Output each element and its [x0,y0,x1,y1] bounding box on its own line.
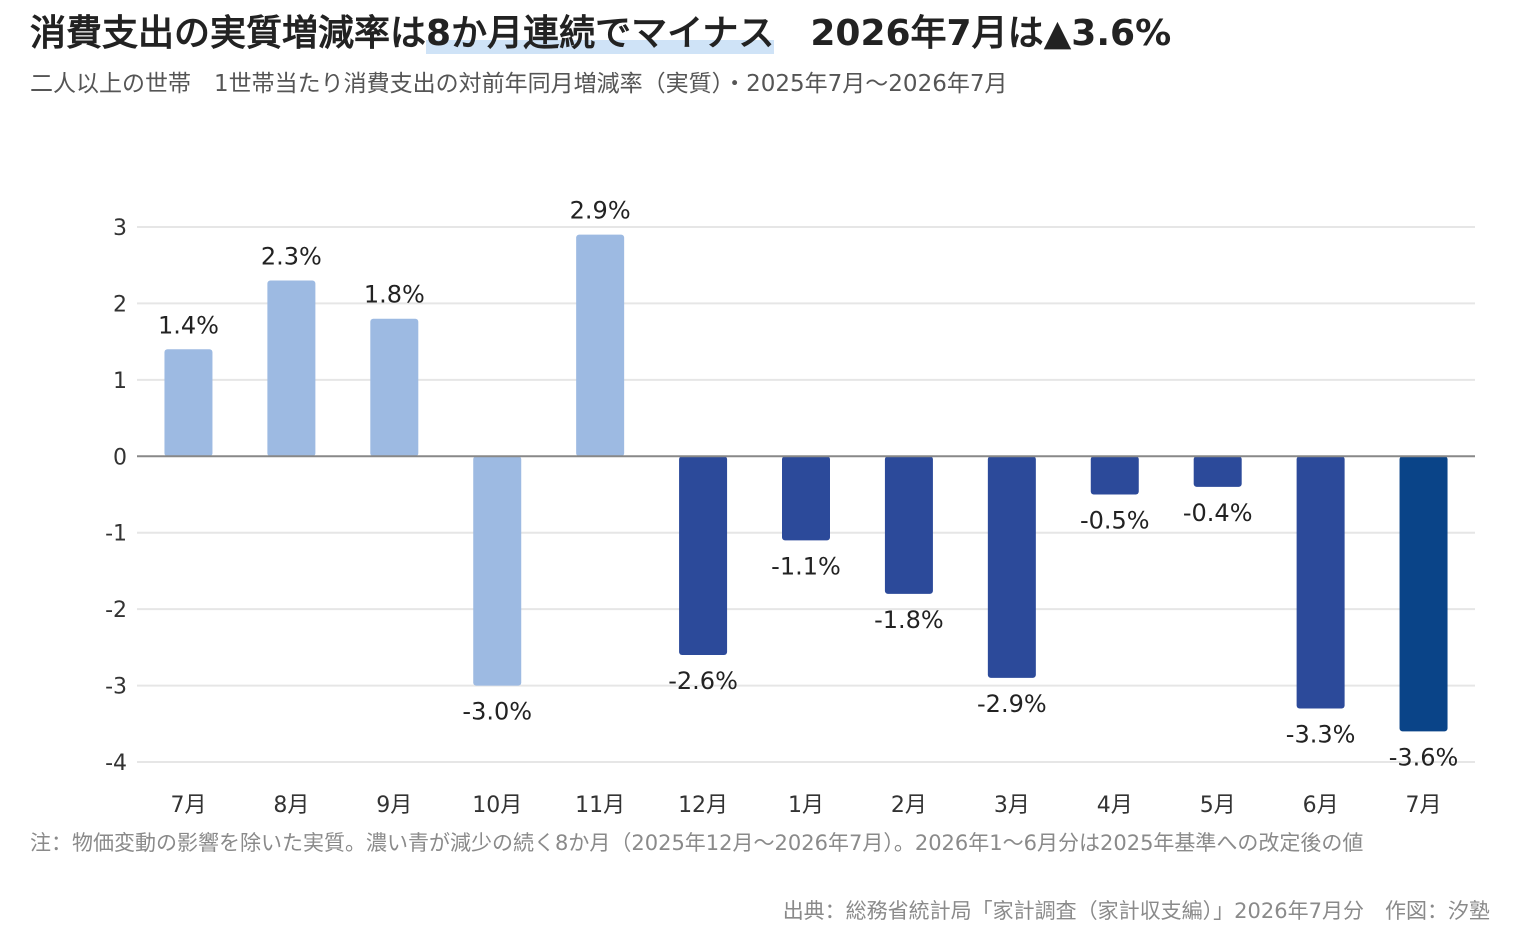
x-tick-label: 5月 [1200,793,1236,818]
title-tail: 2026年7月は▲3.6% [810,13,1172,54]
y-tick-label: -3 [105,675,127,700]
bar [1090,456,1139,495]
y-tick-label: 3 [113,216,127,241]
footnote: 注：物価変動の影響を除いた実質。濃い青が減少の続く8か月（2025年12月〜20… [30,831,1364,855]
y-tick-label: 2 [113,292,127,317]
y-tick-label: 0 [113,445,127,470]
data-label: -0.5% [1080,507,1150,535]
data-label: 2.9% [570,197,631,225]
data-label: -1.1% [771,552,841,580]
x-tick-label: 10月 [472,793,522,818]
bar [267,280,316,457]
title-main: 消費支出の実質増減率は [30,13,427,54]
data-label: 1.4% [158,311,219,339]
y-tick-label: 1 [113,369,127,394]
x-tick-label: 12月 [678,793,728,818]
bar [1296,456,1345,709]
data-label: -3.0% [462,698,532,726]
data-label: -2.9% [977,690,1047,718]
data-label: -0.4% [1183,499,1253,527]
x-tick-label: 7月 [170,793,206,818]
title-highlight: 8か月連続でマイナス [426,13,775,54]
y-tick-label: -4 [105,751,127,776]
bar [987,456,1036,678]
data-label: 1.8% [364,281,425,309]
bar [1193,456,1242,487]
bar [679,456,728,655]
x-tick-label: 8月 [273,793,309,818]
x-tick-label: 7月 [1406,793,1442,818]
x-tick-label: 11月 [575,793,625,818]
bar [164,349,213,457]
bar [473,456,522,686]
bar [782,456,830,541]
data-label: -1.8% [874,606,944,634]
source-credit: 出典：総務省統計局「家計調査（家計収支編）」2026年7月分 作図：汐塾 [782,899,1490,923]
x-tick-label: 3月 [994,793,1030,818]
x-tick-label: 9月 [376,793,412,818]
x-tick-label: 1月 [788,793,824,818]
data-label: -2.6% [668,667,738,695]
x-tick-label: 2月 [891,793,927,818]
bar [884,456,933,594]
data-label: 2.3% [261,243,322,271]
x-tick-label: 6月 [1303,793,1339,818]
bar [370,318,419,457]
x-tick-label: 4月 [1097,793,1133,818]
y-tick-label: -1 [105,522,127,547]
y-tick-label: -2 [105,598,127,623]
bar [1399,456,1448,732]
chart-title: 消費支出の実質増減率は8か月連続でマイナス 2026年7月は▲3.6% [30,10,1171,58]
chart-subtitle: 二人以上の世帯 1世帯当たり消費支出の対前年同月増減率（実質）・2025年7月〜… [30,71,1008,97]
data-label: -3.6% [1389,743,1459,771]
bar [576,234,625,457]
data-label: -3.3% [1286,721,1356,749]
